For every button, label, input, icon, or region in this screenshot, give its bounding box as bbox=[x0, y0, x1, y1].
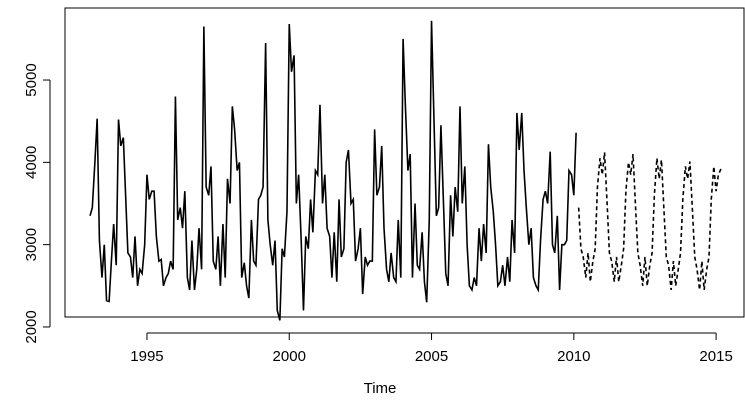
x-tick-label: 2010 bbox=[557, 348, 590, 365]
x-axis-label: Time bbox=[364, 380, 397, 397]
y-tick-label: 2000 bbox=[23, 310, 40, 343]
x-tick-label: 2015 bbox=[699, 348, 732, 365]
x-tick-label: 2000 bbox=[273, 348, 306, 365]
plot-box bbox=[64, 7, 745, 318]
x-tick-label: 2005 bbox=[415, 348, 448, 365]
series-line bbox=[89, 20, 577, 321]
y-tick-label: 3000 bbox=[23, 228, 40, 261]
series-line bbox=[577, 152, 722, 291]
y-tick-label: 4000 bbox=[23, 146, 40, 179]
x-tick-label: 1995 bbox=[130, 348, 163, 365]
y-tick-label: 5000 bbox=[23, 63, 40, 96]
